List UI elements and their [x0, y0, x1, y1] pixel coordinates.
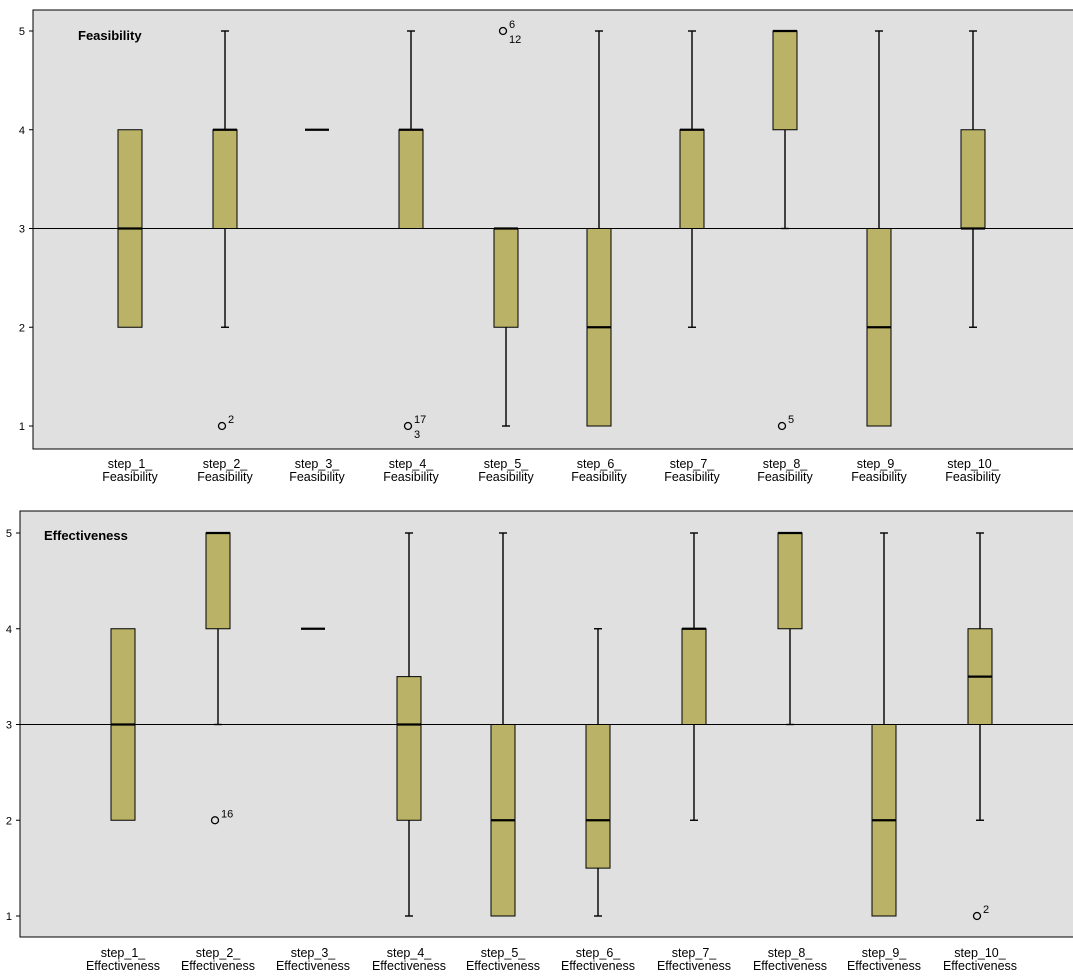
- feasibility-ytick-label: 4: [19, 125, 25, 137]
- feasibility-step-3-label-line2: Feasibility: [289, 470, 345, 484]
- feasibility-step-10-box: [960, 129, 986, 229]
- feasibility-step-2-outlier-label: 2: [228, 414, 234, 426]
- feasibility-chart-title: Feasibility: [78, 28, 142, 43]
- feasibility-step-8-label-line2: Feasibility: [757, 470, 813, 484]
- effectiveness-step-1-label-line2: Effectiveness: [86, 959, 160, 973]
- effectiveness-ytick-label: 4: [6, 624, 12, 636]
- effectiveness-step-7-box: [681, 628, 707, 725]
- effectiveness-step-6-label-line2: Effectiveness: [561, 959, 635, 973]
- effectiveness-step-4-label-line1: step_4_: [387, 946, 433, 960]
- feasibility-step-2-outlier: [217, 421, 227, 431]
- effectiveness-ytick-label: 3: [6, 720, 12, 732]
- effectiveness-step-6-box: [585, 724, 611, 869]
- feasibility-step-3-label-line1: step_3_: [295, 457, 341, 471]
- feasibility-step-8-box: [772, 30, 798, 131]
- effectiveness-step-2-outlier: [210, 816, 220, 825]
- effectiveness-step-3-label-line2: Effectiveness: [276, 959, 350, 973]
- feasibility-step-10-label-line1: step_10_: [947, 457, 999, 471]
- feasibility-step-6-label-line1: step_6_: [577, 457, 623, 471]
- effectiveness-step-9-label-line1: step_9_: [862, 946, 908, 960]
- effectiveness-step-10-label-line2: Effectiveness: [943, 959, 1017, 973]
- effectiveness-step-2-label-line2: Effectiveness: [181, 959, 255, 973]
- effectiveness-step-5-label-line2: Effectiveness: [466, 959, 540, 973]
- feasibility-step-8-outlier: [777, 421, 787, 431]
- effectiveness-ytick-label: 1: [6, 911, 12, 923]
- feasibility-step-2-box: [212, 129, 238, 229]
- feasibility-step-5-label-line2: Feasibility: [478, 470, 534, 484]
- feasibility-step-5-outlier-label: 12: [509, 34, 521, 46]
- feasibility-step-4-box: [398, 129, 424, 229]
- effectiveness-step-10-label-line1: step_10_: [954, 946, 1006, 960]
- effectiveness-chart-title: Effectiveness: [44, 528, 128, 543]
- effectiveness-step-3-label-line1: step_3_: [291, 946, 337, 960]
- feasibility-step-9-label-line1: step_9_: [857, 457, 903, 471]
- feasibility-step-5-outlier: [498, 26, 508, 36]
- feasibility-step-5-label-line1: step_5_: [484, 457, 530, 471]
- effectiveness-step-2-label-line1: step_2_: [196, 946, 242, 960]
- feasibility-step-4-label-line2: Feasibility: [383, 470, 439, 484]
- feasibility-step-8-label-line1: step_8_: [763, 457, 809, 471]
- feasibility-step-7-box: [679, 129, 705, 229]
- feasibility-step-2-label-line2: Feasibility: [197, 470, 253, 484]
- effectiveness-step-8-box: [777, 532, 803, 630]
- effectiveness-step-6-label-line1: step_6_: [576, 946, 622, 960]
- feasibility-step-1-label-line1: step_1_: [108, 457, 154, 471]
- feasibility-ytick-label: 1: [19, 421, 25, 433]
- feasibility-ytick-label: 2: [19, 322, 25, 334]
- effectiveness-step-1-label-line1: step_1_: [101, 946, 147, 960]
- feasibility-step-1-label-line2: Feasibility: [102, 470, 158, 484]
- feasibility-step-7-label-line2: Feasibility: [664, 470, 720, 484]
- feasibility-step-4-outlier-label: 3: [414, 429, 420, 441]
- effectiveness-ytick-label: 5: [6, 528, 12, 540]
- feasibility-step-7-label-line1: step_7_: [670, 457, 716, 471]
- effectiveness-step-9-label-line2: Effectiveness: [847, 959, 921, 973]
- feasibility-step-6-label-line2: Feasibility: [571, 470, 627, 484]
- feasibility-step-10-label-line2: Feasibility: [945, 470, 1001, 484]
- feasibility-ytick-label: 3: [19, 224, 25, 236]
- feasibility-plot-area: [32, 9, 1073, 450]
- feasibility-step-4-outlier-label: 17: [414, 414, 426, 426]
- effectiveness-step-10-outlier: [972, 911, 982, 921]
- effectiveness-ytick-label: 2: [6, 815, 12, 827]
- feasibility-step-5-outlier-label: 6: [509, 19, 515, 31]
- effectiveness-step-8-label-line2: Effectiveness: [753, 959, 827, 973]
- feasibility-step-4-label-line1: step_4_: [389, 457, 435, 471]
- feasibility-step-4-outlier: [403, 421, 413, 431]
- feasibility-step-8-outlier-label: 5: [788, 414, 794, 426]
- effectiveness-step-4-label-line2: Effectiveness: [372, 959, 446, 973]
- effectiveness-step-10-outlier-label: 2: [983, 904, 989, 916]
- effectiveness-step-8-label-line1: step_8_: [768, 946, 814, 960]
- feasibility-ytick-label: 5: [19, 26, 25, 38]
- effectiveness-step-2-outlier-label: 16: [221, 808, 233, 820]
- effectiveness-step-4-box: [396, 676, 422, 821]
- effectiveness-step-5-label-line1: step_5_: [481, 946, 527, 960]
- feasibility-step-5-box: [493, 228, 519, 328]
- effectiveness-step-7-label-line1: step_7_: [672, 946, 718, 960]
- feasibility-step-9-label-line2: Feasibility: [851, 470, 907, 484]
- effectiveness-step-2-box: [205, 532, 231, 630]
- feasibility-step-2-label-line1: step_2_: [203, 457, 249, 471]
- effectiveness-step-7-label-line2: Effectiveness: [657, 959, 731, 973]
